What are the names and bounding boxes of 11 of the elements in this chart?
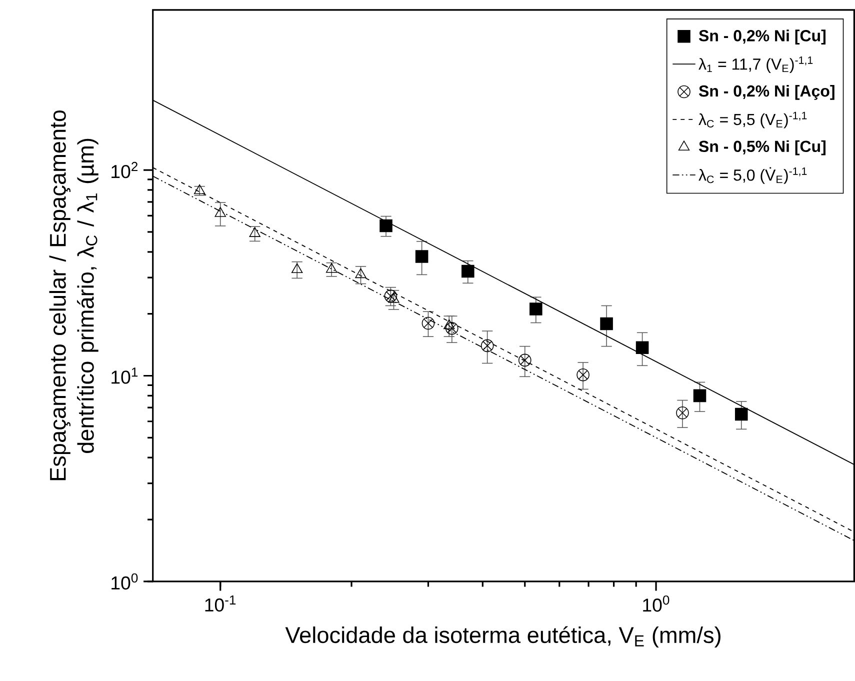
y-tick-label: 10$^{1}$ <box>112 368 138 384</box>
x-tick-label: 10$^{-1}$ <box>205 595 236 612</box>
legend-label: λ$_{C}$ = 5,0 (V̇$_{E}$)$^{-1,1}$ <box>698 167 807 184</box>
legend-label: Sn - 0,5% Ni [Cu] <box>698 140 826 156</box>
y-tick-label: 10$^{0}$ <box>112 573 138 590</box>
legend-label: Sn - 0,2% Ni [Aço] <box>698 84 834 100</box>
legend-label: Sn - 0,2% Ni [Cu] <box>698 29 826 44</box>
x-axis-title: Velocidade da isoterma eutética, V$_{E}$ (mm/s) <box>285 626 720 648</box>
legend-label: λ$_{C}$ = 5,5 (V$_{E}$)$^{-1,1}$ <box>698 112 807 128</box>
legend-label: λ$_{1}$ = 11,7 (V$_{E}$)$^{-1,1}$ <box>698 56 813 73</box>
y-tick-label: 10$^{2}$ <box>112 162 138 178</box>
